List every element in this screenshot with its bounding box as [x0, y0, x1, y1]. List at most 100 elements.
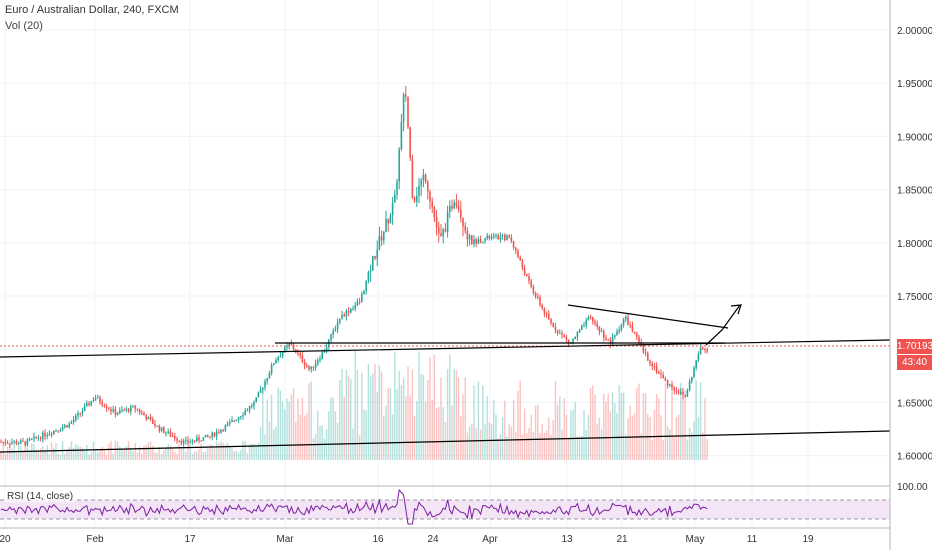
volume-bar — [257, 443, 260, 460]
volume-bar — [655, 394, 658, 460]
candle-body — [554, 326, 557, 331]
candle-body — [266, 378, 268, 382]
price-axis[interactable]: 2.00000 1.95000 1.90000 1.85000 1.80000 1.750… — [897, 26, 932, 463]
volume-bar — [97, 452, 99, 460]
candle-body — [539, 297, 541, 306]
candle-body — [396, 181, 398, 195]
candle-body — [512, 241, 515, 248]
candle-body — [576, 332, 579, 338]
candle-body — [191, 440, 194, 443]
volume-bar — [455, 370, 458, 460]
volume-bar — [279, 390, 282, 460]
volume-bar — [141, 453, 143, 460]
volume-bar — [156, 453, 158, 460]
volume-bar — [68, 446, 70, 460]
volume-bar — [321, 425, 323, 460]
candle-body — [567, 339, 570, 343]
candle-body — [394, 194, 396, 203]
time-tick-label: Feb — [86, 534, 104, 545]
volume-bar — [44, 451, 46, 460]
rsi-legend: RSI (14, close) — [5, 491, 76, 502]
candle-body — [253, 402, 255, 406]
candle-body — [556, 330, 559, 334]
trendline-resistance[interactable] — [567, 304, 729, 329]
candle-body — [438, 227, 440, 234]
volume-bar — [398, 371, 400, 460]
volume-bar — [420, 373, 422, 460]
candle-body — [664, 378, 667, 381]
rsi-axis-tick: 100.00 — [897, 482, 928, 493]
volume-bar — [581, 436, 583, 460]
projection-arrow[interactable] — [705, 304, 741, 346]
volume-bar — [550, 434, 552, 460]
volume-bar — [374, 363, 376, 460]
price-tick-label: 1.85000 — [897, 186, 932, 197]
volume-bar — [209, 444, 211, 460]
volume-bar — [207, 447, 209, 460]
volume-bar — [620, 393, 623, 460]
volume-bar — [297, 398, 299, 460]
candle-body — [145, 415, 147, 420]
volume-bar — [81, 447, 84, 460]
volume-bar — [653, 409, 656, 460]
volume-bar — [493, 399, 495, 460]
volume-bar — [255, 445, 257, 460]
candle-body — [204, 434, 207, 438]
volume-bar — [413, 416, 416, 460]
volume-bar — [631, 415, 634, 460]
candle-body — [86, 403, 88, 407]
volume-bar — [229, 446, 231, 460]
volume-bar — [343, 396, 345, 460]
candle-body — [400, 121, 403, 150]
volume-bar — [130, 448, 132, 460]
volume-bar — [475, 428, 477, 460]
volume-bar — [510, 426, 513, 460]
candle-body — [466, 230, 469, 240]
volume-bar — [433, 354, 436, 460]
candle-body — [653, 366, 656, 368]
volume-bar — [119, 446, 121, 460]
volume-bar — [193, 451, 196, 460]
candle-body — [666, 380, 669, 386]
candle-body — [515, 247, 517, 251]
candle-body — [264, 381, 266, 388]
volume-bar — [585, 430, 587, 460]
time-tick-label: 21 — [616, 534, 628, 545]
candle-body — [409, 127, 411, 159]
candle-body — [11, 442, 13, 444]
volume-bar — [376, 391, 378, 460]
candle-body — [684, 394, 686, 397]
candle-body — [125, 408, 128, 411]
volume-bar — [607, 393, 609, 460]
volume-bar — [9, 440, 11, 460]
volume-bar — [244, 441, 246, 460]
volume-bar — [92, 441, 95, 460]
candle-body — [127, 408, 130, 412]
candle-body — [279, 355, 282, 358]
trendline-upper[interactable] — [0, 339, 891, 358]
volume-bar — [13, 440, 15, 460]
volume-bar — [365, 410, 367, 460]
candle-body — [387, 218, 389, 224]
candle-body — [347, 310, 350, 313]
volume-bar — [477, 381, 480, 460]
volume-bar — [292, 388, 295, 460]
candle-body — [244, 410, 246, 415]
volume-bar — [185, 451, 187, 460]
candle-body — [94, 398, 97, 401]
candle-body — [152, 419, 154, 424]
volume-bar — [688, 427, 691, 460]
trendline-drawings[interactable] — [0, 304, 891, 453]
time-axis[interactable]: 20 Feb 17 Mar 16 24 Apr 13 21 May 11 19 — [0, 534, 814, 545]
time-tick-label: 17 — [184, 534, 196, 545]
volume-bar — [167, 443, 169, 460]
time-tick-label: Mar — [276, 534, 294, 545]
volume-bar — [385, 405, 387, 460]
trendline-lower[interactable] — [0, 430, 891, 453]
volume-bar — [570, 410, 572, 460]
volume-bar — [204, 451, 207, 460]
volume-bar — [165, 448, 167, 460]
volume-bar — [237, 452, 240, 460]
volume-bar — [422, 375, 425, 460]
